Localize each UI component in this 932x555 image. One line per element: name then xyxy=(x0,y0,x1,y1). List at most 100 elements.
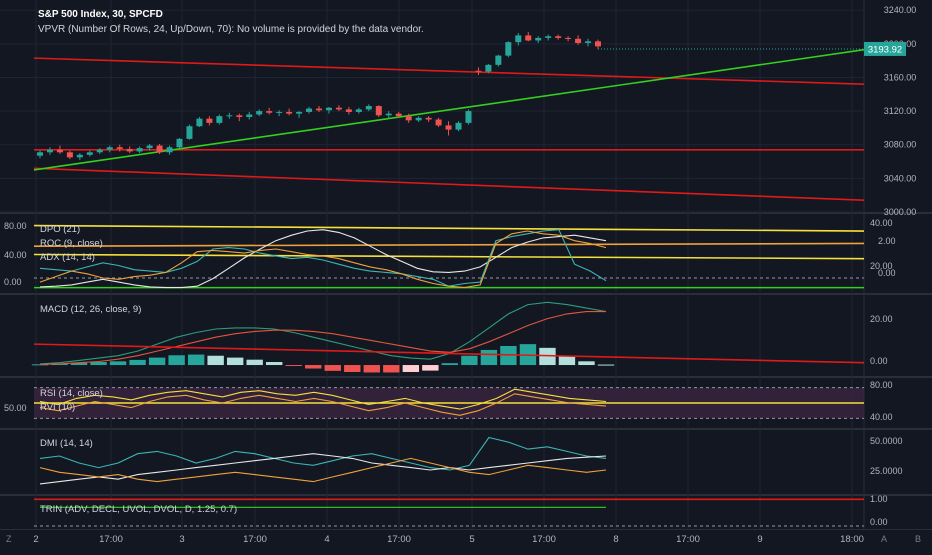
macd-legend: MACD (12, 26, close, 9) xyxy=(40,304,141,315)
candle-body xyxy=(495,55,502,65)
candle-body xyxy=(176,138,183,148)
macd-histogram-bar xyxy=(226,357,244,366)
rsi-series-orange xyxy=(39,393,607,416)
candle-body xyxy=(395,113,402,117)
oscillator-series-white xyxy=(39,229,607,289)
candle-body xyxy=(555,36,562,38)
time-tick-label: 3 xyxy=(179,534,184,545)
candle-body xyxy=(156,145,163,153)
oscillator-legend: DPO (21) xyxy=(40,224,80,235)
macd-trendline xyxy=(33,343,865,364)
axes-layer: 2 17:00 3 17:00 4 17:00 5 17:00 8 17:00 9 18:00 Z A B 3… xyxy=(4,5,921,545)
candle-body xyxy=(256,111,263,115)
time-tick-label: 9 xyxy=(757,534,762,545)
macd-histogram-bar xyxy=(344,365,361,372)
oscillator-legend: ROC (9, close) xyxy=(40,238,103,249)
oscillator-series-orange xyxy=(39,230,607,289)
oscillator-level-line xyxy=(33,253,865,260)
macd-histogram-bar xyxy=(480,349,498,366)
price-tick-label: 3120.00 xyxy=(884,106,917,116)
dmi-series-white xyxy=(39,453,607,485)
price-tick-label: 3160.00 xyxy=(884,72,917,82)
candle-body xyxy=(575,38,582,43)
candle-body xyxy=(545,36,552,38)
macd-right-tick: 20.00 xyxy=(870,314,893,324)
candle-body xyxy=(146,145,153,149)
time-tick-label: 17:00 xyxy=(532,534,556,545)
oscillator-level-line xyxy=(33,242,865,248)
macd-histogram-bar xyxy=(539,347,556,366)
candle-body xyxy=(325,107,332,111)
candle-body xyxy=(286,111,293,114)
candle-body xyxy=(505,42,512,56)
candle-body xyxy=(425,117,432,120)
candle-body xyxy=(86,152,93,155)
macd-histogram-bar xyxy=(168,355,185,366)
macd-histogram-bar xyxy=(148,357,166,366)
macd-histogram-bar xyxy=(266,362,283,366)
macd-histogram-bar xyxy=(109,361,127,366)
dmi-series-orange xyxy=(39,457,607,483)
candle-body xyxy=(206,118,213,123)
oscillator-legend: ADX (14, 14) xyxy=(40,252,95,263)
candle-body xyxy=(37,152,43,156)
macd-histogram-bar xyxy=(383,365,400,373)
candle-body xyxy=(76,154,83,158)
macd-histogram-bar xyxy=(402,365,420,372)
trendline-descending-red-3 xyxy=(33,167,865,202)
rsi-legend: RSI (14, close) xyxy=(40,388,103,399)
rsi-right-tick: 40.00 xyxy=(870,412,893,422)
last-price-label: 3193.92 xyxy=(868,44,902,55)
content-layer xyxy=(31,32,865,527)
candle-body xyxy=(196,118,203,127)
rsi-right-tick: 80.00 xyxy=(870,380,893,390)
macd-histogram-bar xyxy=(558,355,576,366)
candle-body xyxy=(276,111,283,113)
candle-body xyxy=(296,111,303,114)
macd-histogram-bar xyxy=(363,365,380,373)
autoscale-toggle-label: A xyxy=(881,534,887,544)
macd-histogram-bar xyxy=(324,365,341,371)
candle-body xyxy=(266,111,273,113)
macd-histogram-bar xyxy=(129,359,146,366)
candle-body xyxy=(415,117,422,121)
oscillator-left-tick: 40.00 xyxy=(4,250,27,260)
candle-body xyxy=(375,106,382,116)
macd-histogram-bar xyxy=(422,365,439,371)
candle-body xyxy=(475,70,482,72)
time-tick-label: 2 xyxy=(33,534,38,545)
grid-layer xyxy=(0,0,932,530)
rsi-series-yellow xyxy=(39,388,607,410)
macd-histogram-bar xyxy=(70,362,88,366)
candle-body xyxy=(186,126,193,139)
candle-body xyxy=(565,37,572,39)
timezone-toggle-label: Z xyxy=(6,534,12,544)
candle-body xyxy=(335,107,342,110)
candle-body xyxy=(465,111,472,123)
candle-body xyxy=(445,125,452,130)
oscillator-right-tick: 40.00 xyxy=(870,218,893,228)
macd-histogram-bar xyxy=(246,359,263,366)
dmi-right-tick: 25.0000 xyxy=(870,466,903,476)
candle-body xyxy=(96,149,103,153)
dmi-legend: DMI (14, 14) xyxy=(40,438,93,449)
candle-body xyxy=(385,113,392,116)
trin-legend: TRIN (ADV, DECL, UVOL, DVOL, D, 1.25, 0.… xyxy=(40,504,237,515)
candle-body xyxy=(316,108,322,111)
price-tick-label: 3240.00 xyxy=(884,5,917,15)
oscillator-right-tick: 20.00 xyxy=(870,261,893,271)
candle-body xyxy=(126,148,133,152)
candle-body xyxy=(216,116,223,123)
candle-body xyxy=(455,122,462,130)
candle-body xyxy=(525,35,532,41)
candle-body xyxy=(116,147,123,149)
candle-body xyxy=(136,148,143,152)
candle-body xyxy=(345,109,352,112)
macd-histogram-bar xyxy=(207,355,224,366)
time-tick-label: 17:00 xyxy=(676,534,700,545)
candle-body xyxy=(106,147,113,150)
macd-histogram-bar xyxy=(305,365,322,369)
candle-body xyxy=(585,41,592,43)
